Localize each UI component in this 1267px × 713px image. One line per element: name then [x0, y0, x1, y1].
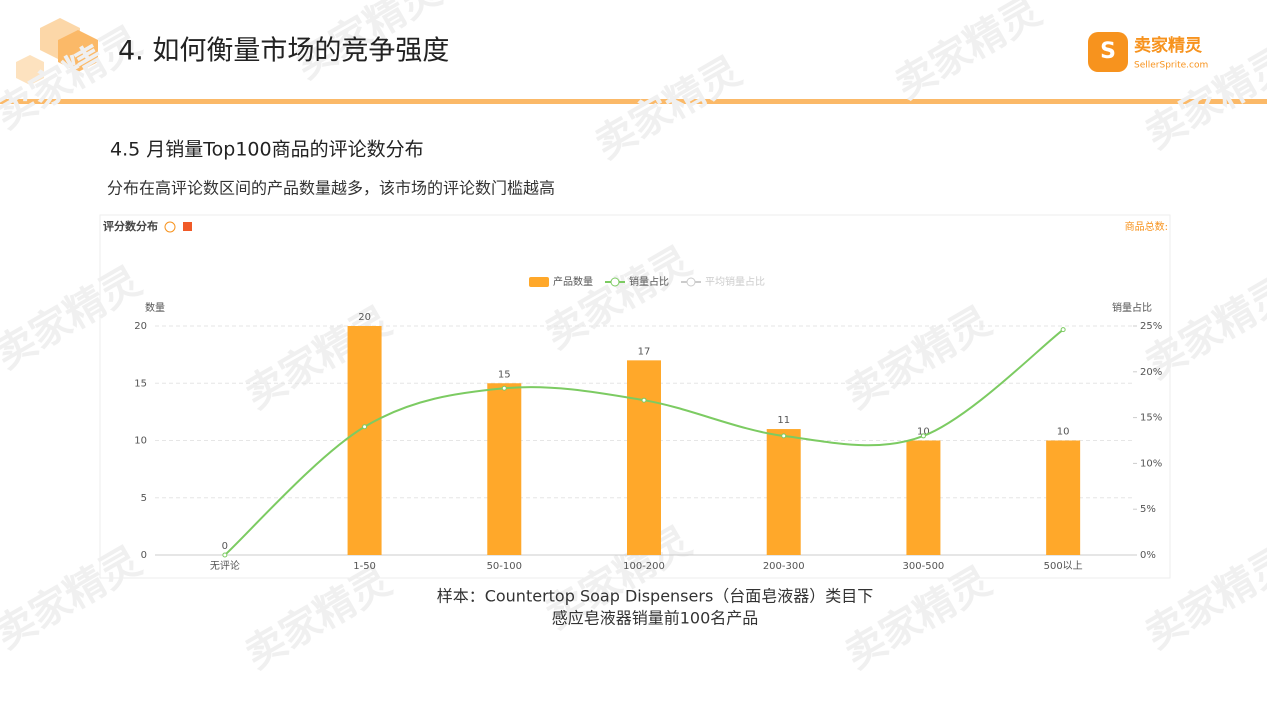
y-tick-label: 5 — [141, 493, 147, 504]
y-tick-label: 15 — [134, 378, 147, 389]
x-tick-label: 500以上 — [1044, 560, 1083, 572]
y2-tick-label: 5% — [1140, 504, 1156, 515]
y2-tick-label: 0% — [1140, 550, 1156, 561]
data-label: 10 — [1057, 427, 1070, 438]
y-tick-label: 20 — [134, 321, 147, 332]
x-tick-label: 50-100 — [487, 561, 522, 572]
bar — [347, 326, 382, 555]
legend-label: 平均销量占比 — [705, 275, 765, 288]
point — [1060, 327, 1066, 333]
chart-title: 评分数分布 — [103, 219, 158, 233]
y2-tick-label: 10% — [1140, 458, 1162, 469]
x-tick-label: 300-500 — [903, 561, 945, 572]
legend-swatch — [610, 277, 620, 287]
y-tick-label: 0 — [141, 550, 147, 561]
bar — [906, 440, 941, 555]
subtitle: 分布在高评论数区间的产品数量越多，该市场的评论数门槛越高 — [107, 179, 555, 198]
data-label: 11 — [777, 415, 790, 426]
y-tick-label: 10 — [134, 436, 147, 447]
point — [920, 433, 926, 439]
y-axis-label: 数量 — [145, 301, 165, 314]
section-title: 4.5 月销量Top100商品的评论数分布 — [110, 139, 424, 161]
data-label: 15 — [498, 369, 511, 380]
data-label: 20 — [358, 312, 371, 323]
caption: 样本：Countertop Soap Dispensers（台面皂液器）类目下 — [437, 587, 874, 606]
point — [362, 424, 368, 430]
logo-url: SellerSprite.com — [1134, 61, 1208, 71]
total-label: 商品总数: — [1125, 220, 1168, 233]
x-tick-label: 200-300 — [763, 561, 805, 572]
watermark: 卖家精灵 — [888, 0, 1050, 108]
point — [641, 397, 647, 403]
bar — [627, 360, 661, 555]
x-tick-label: 1-50 — [353, 561, 376, 572]
bar — [1046, 440, 1081, 555]
point — [501, 385, 507, 391]
x-tick-label: 100-200 — [623, 561, 665, 572]
legend-swatch — [529, 277, 549, 287]
bar — [487, 383, 522, 555]
legend-label: 产品数量 — [553, 275, 593, 288]
caption: 感应皂液器销量前100名产品 — [552, 609, 759, 628]
data-label: 17 — [638, 346, 651, 357]
slide-title: 4. 如何衡量市场的竞争强度 — [118, 36, 449, 67]
y2-tick-label: 20% — [1140, 367, 1162, 378]
watermark: 卖家精灵 — [588, 48, 750, 168]
watermark: 卖家精灵 — [0, 538, 149, 658]
x-tick-label: 无评论 — [210, 559, 240, 572]
y2-tick-label: 25% — [1140, 321, 1162, 332]
data-label: 10 — [917, 427, 930, 438]
data-label: 0 — [222, 541, 228, 552]
bar — [766, 429, 801, 555]
legend-label: 销量占比 — [629, 275, 669, 288]
y2-tick-label: 15% — [1140, 413, 1162, 424]
logo-mark: S — [1100, 39, 1116, 64]
legend-swatch — [686, 277, 696, 287]
point — [781, 433, 787, 439]
y2-axis-label: 销量占比 — [1112, 301, 1152, 314]
point — [222, 552, 228, 558]
logo-name: 卖家精灵 — [1134, 35, 1203, 56]
watermark: 卖家精灵 — [1138, 38, 1267, 158]
